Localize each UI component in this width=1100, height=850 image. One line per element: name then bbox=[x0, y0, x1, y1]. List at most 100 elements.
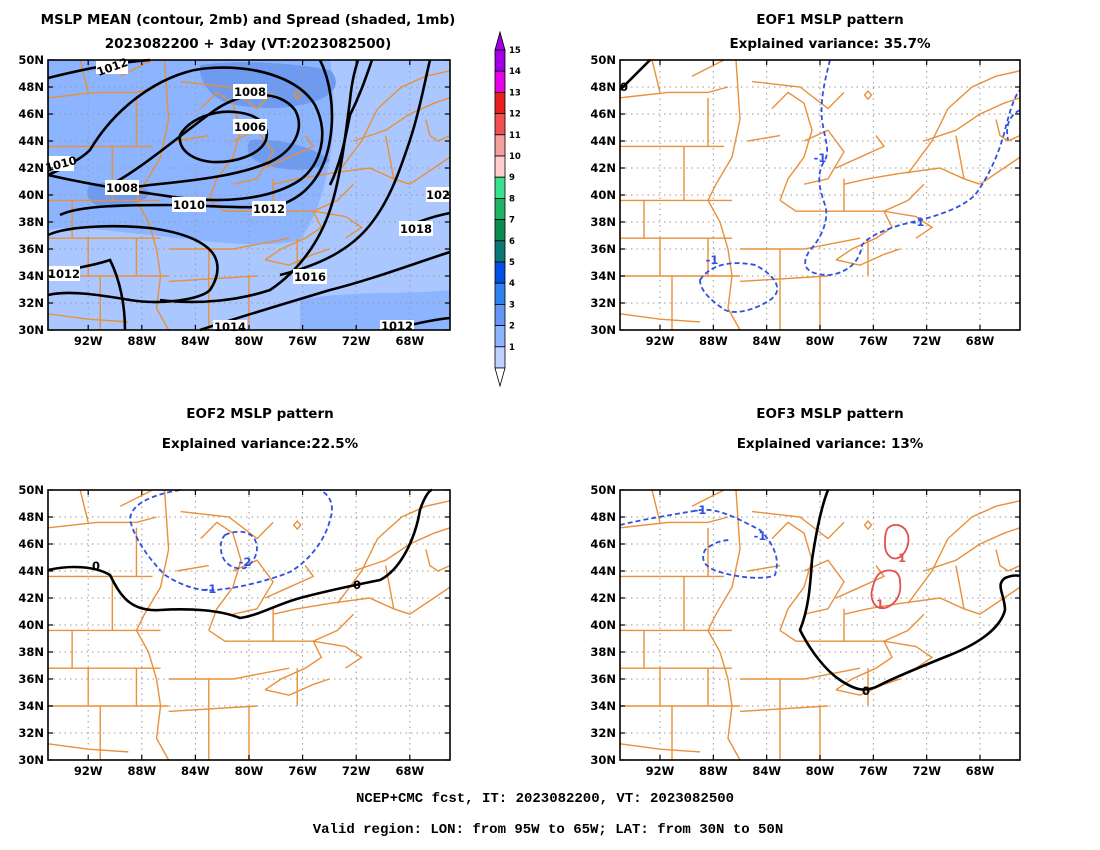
colorbar-label: 10 bbox=[509, 152, 521, 162]
border-line bbox=[980, 157, 1020, 184]
colorbar-label: 14 bbox=[509, 67, 521, 77]
lon-label: 68W bbox=[966, 764, 995, 778]
border-line bbox=[233, 560, 273, 614]
lat-label: 40N bbox=[18, 618, 44, 632]
lat-label: 44N bbox=[18, 564, 44, 578]
lon-label: 76W bbox=[288, 334, 317, 348]
border-line bbox=[836, 641, 892, 690]
colorbar-bottom-arrow bbox=[494, 367, 506, 388]
colorbar-label: 15 bbox=[509, 46, 521, 56]
isobar-label: 1016 bbox=[294, 270, 326, 284]
footer-valid-region: Valid region: LON: from 95W to 65W; LAT:… bbox=[313, 822, 783, 838]
border-line bbox=[708, 60, 740, 200]
lake-outline bbox=[863, 90, 873, 101]
eof2-minus1-contour bbox=[129, 489, 333, 592]
lat-label: 48N bbox=[18, 80, 44, 94]
panel3-map bbox=[48, 490, 450, 760]
panel4-title: EOF3 MSLP pattern bbox=[756, 406, 903, 422]
colorbar-label: 2 bbox=[509, 322, 515, 332]
lat-label: 34N bbox=[590, 269, 616, 283]
lat-label: 50N bbox=[590, 53, 616, 67]
lat-label: 48N bbox=[18, 510, 44, 524]
colorbar-label: 5 bbox=[509, 258, 515, 268]
lat-label: 36N bbox=[18, 672, 44, 686]
border-line bbox=[80, 490, 88, 522]
border-line bbox=[265, 679, 329, 695]
lon-label: 80W bbox=[806, 764, 835, 778]
border-line bbox=[780, 179, 844, 211]
colorbar-label: 9 bbox=[509, 173, 515, 183]
isobar-label: 1018 bbox=[400, 222, 432, 236]
border-line bbox=[354, 98, 450, 141]
border-line bbox=[804, 560, 844, 614]
lat-label: 42N bbox=[590, 591, 616, 605]
lat-label: 46N bbox=[18, 107, 44, 121]
border-line bbox=[980, 587, 1020, 614]
lake-outline bbox=[292, 90, 302, 101]
panel3-subtitle: Explained variance:22.5% bbox=[162, 436, 359, 452]
border-line bbox=[908, 539, 948, 604]
border-line bbox=[836, 679, 900, 695]
border-line bbox=[169, 706, 257, 711]
lat-label: 36N bbox=[590, 242, 616, 256]
lake-outline bbox=[292, 520, 302, 531]
border-line bbox=[884, 211, 932, 238]
border-line bbox=[652, 490, 660, 522]
lat-label: 48N bbox=[590, 80, 616, 94]
lat-label: 46N bbox=[18, 537, 44, 551]
border-line bbox=[177, 566, 209, 571]
contour-label: 0 bbox=[92, 559, 100, 573]
lon-label: 88W bbox=[127, 764, 156, 778]
border-line bbox=[329, 168, 409, 184]
contour-label: 1 bbox=[876, 597, 884, 611]
lat-label: 32N bbox=[18, 296, 44, 310]
lat-label: 42N bbox=[590, 161, 616, 175]
lat-label: 38N bbox=[18, 215, 44, 229]
border-line bbox=[948, 71, 1020, 109]
lon-label: 84W bbox=[752, 764, 781, 778]
colorbar-swatch bbox=[494, 197, 506, 220]
colorbar-swatch bbox=[494, 303, 506, 326]
lon-label: 72W bbox=[912, 334, 941, 348]
panel4-contour-labels: -1 -1 1 1 0 bbox=[694, 503, 906, 698]
isobar-label: 1008 bbox=[234, 85, 266, 99]
isobar-1008 bbox=[109, 93, 301, 189]
isobar-1010-outer bbox=[47, 66, 324, 202]
lat-label: 50N bbox=[18, 53, 44, 67]
border-line bbox=[836, 566, 884, 598]
border-line bbox=[378, 71, 450, 109]
border-line bbox=[273, 614, 353, 641]
contour-label: -1 bbox=[912, 215, 925, 229]
lon-label: 68W bbox=[395, 764, 424, 778]
border-line bbox=[844, 184, 924, 211]
footer-forecast-info: NCEP+CMC fcst, IT: 2023082200, VT: 20230… bbox=[356, 791, 734, 807]
isobar-label: 1008 bbox=[106, 181, 138, 195]
isobar-1012-southwest bbox=[47, 224, 219, 304]
eof3-plus1-north bbox=[884, 524, 910, 560]
colorbar-label: 8 bbox=[509, 194, 515, 204]
contour-label: -1 bbox=[814, 151, 827, 165]
isobar-label: 1006 bbox=[234, 120, 266, 134]
lon-label: 92W bbox=[646, 334, 675, 348]
colorbar-swatch bbox=[494, 282, 506, 305]
border-line bbox=[708, 490, 740, 630]
colorbar-swatch bbox=[494, 240, 506, 263]
contour-label: 0 bbox=[862, 684, 870, 698]
border-line bbox=[996, 549, 1020, 571]
border-line bbox=[996, 119, 1020, 141]
lat-label: 42N bbox=[18, 591, 44, 605]
border-line bbox=[169, 238, 290, 249]
border-line bbox=[354, 528, 450, 571]
panel1-mslp-contours bbox=[47, 58, 451, 332]
lon-label: 88W bbox=[699, 334, 728, 348]
contour-label: -1 bbox=[694, 503, 707, 517]
eof1-minus1-east bbox=[1006, 109, 1021, 141]
border-line bbox=[620, 314, 700, 322]
lon-label: 92W bbox=[74, 764, 103, 778]
lon-label: 68W bbox=[966, 334, 995, 348]
colorbar-label: 6 bbox=[509, 237, 515, 247]
isobar-1006 bbox=[178, 110, 269, 164]
border-line bbox=[329, 598, 409, 614]
isobar-label: 1012 bbox=[381, 319, 413, 333]
colorbar-swatch bbox=[494, 219, 506, 242]
